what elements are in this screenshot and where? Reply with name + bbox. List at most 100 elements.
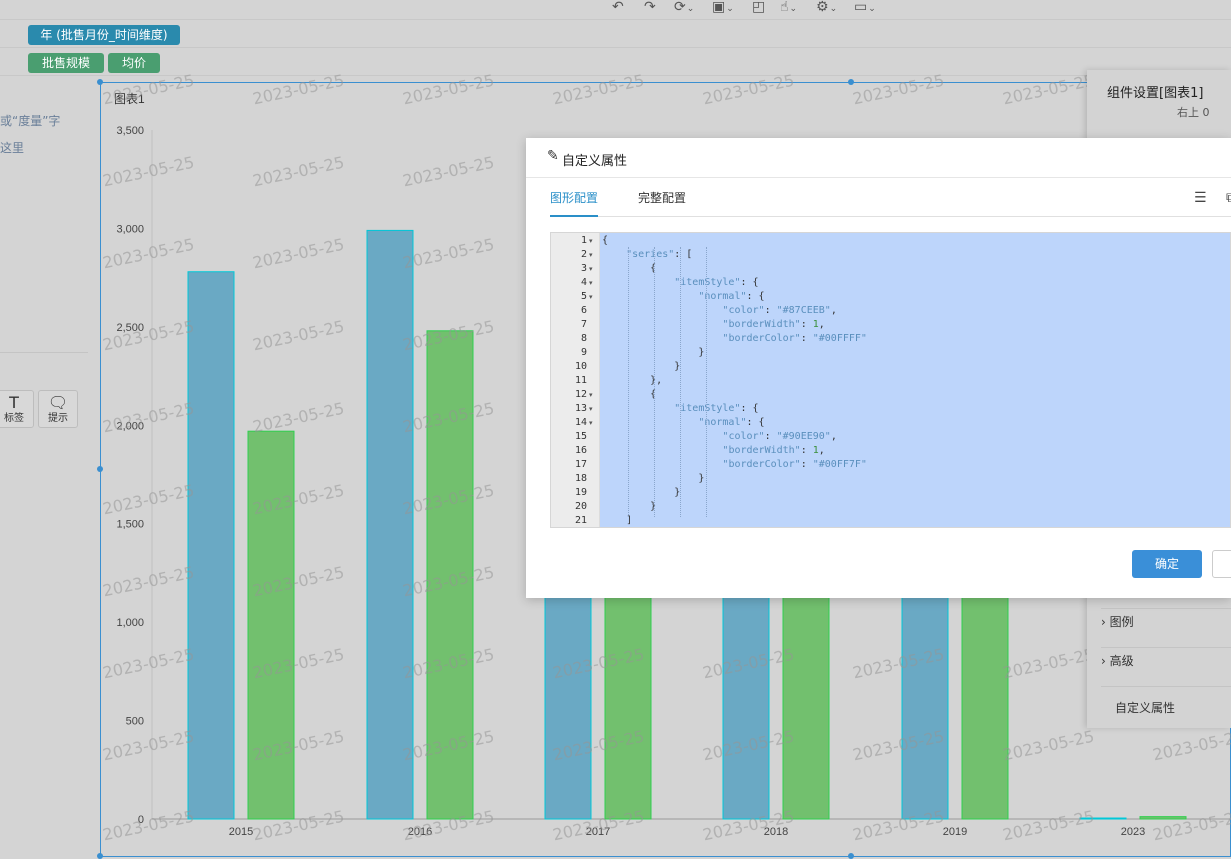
code-line: { <box>602 389 657 400</box>
fold-toggle-icon[interactable]: ▾ <box>589 251 593 259</box>
bar-2018-series-0[interactable] <box>722 596 770 820</box>
bar-2019-series-0[interactable] <box>901 596 949 820</box>
tab-graphic-config[interactable]: 图形配置 <box>550 190 599 217</box>
left-divider <box>0 352 88 353</box>
fold-toggle-icon[interactable]: ▾ <box>589 237 593 245</box>
code-line: "color": "#90EE90", <box>722 431 837 442</box>
resize-handle-left[interactable] <box>97 466 103 472</box>
line-number: 3 <box>580 263 587 274</box>
fold-toggle-icon[interactable]: ▾ <box>589 405 593 413</box>
code-line: "borderColor": "#00FF7F" <box>722 459 867 470</box>
format-icon[interactable]: ☰ <box>1194 190 1207 206</box>
fold-toggle-icon[interactable]: ▾ <box>589 419 593 427</box>
dialog-header: ✎ 自定义属性 <box>526 138 1231 178</box>
line-number: 13 <box>574 403 587 414</box>
line-number: 16 <box>574 445 587 456</box>
dialog-tabs: 图形配置 完整配置 <box>550 190 1231 217</box>
fold-toggle-icon[interactable]: ▾ <box>589 391 593 399</box>
fold-toggle-icon[interactable]: ▾ <box>589 293 593 301</box>
code-line: "itemStyle": { <box>674 277 759 288</box>
y-tick-label: 2,500 <box>116 322 144 334</box>
line-number: 5 <box>580 291 587 302</box>
x-tick-label: 2018 <box>764 826 788 838</box>
code-editor[interactable]: 1 ▾ 2 ▾ 3 ▾ 4 ▾ 5 ▾ 6 7 8 9 10 11 12 ▾ 13 ▾ 14 ▾ 15 16 17 18 19 20 2… <box>550 232 1231 528</box>
undo-icon[interactable]: ↶ <box>612 0 624 15</box>
text-icon: T <box>9 393 19 412</box>
line-number: 9 <box>580 347 587 358</box>
settings-custom-attr[interactable]: 自定义属性 <box>1101 686 1231 722</box>
y-tick-label: 3,000 <box>116 223 144 235</box>
edit-icon: ✎ <box>547 148 559 164</box>
refresh-icon[interactable]: ⟳⌄ <box>674 0 695 15</box>
line-number: 14 <box>574 417 587 428</box>
code-content[interactable]: { "series": [ { "itemStyle": { "normal":… <box>600 233 1230 527</box>
measure-field-pill-scale[interactable]: 批售规模 <box>28 53 104 73</box>
line-number: 17 <box>574 459 587 470</box>
top-toolbar: ↶ ↷ ⟳⌄ ▣⌄ ◰ ☝⌄ ⚙⌄ ▭⌄ <box>0 0 1231 20</box>
line-number: 1 <box>580 235 587 246</box>
y-tick-label: 3,500 <box>116 125 144 137</box>
bar-2017-series-1[interactable] <box>604 596 652 820</box>
bar-2023-series-1[interactable] <box>1139 816 1187 820</box>
code-line: ] <box>602 515 633 526</box>
settings-section-legend[interactable]: › 图例 <box>1101 608 1231 640</box>
save-icon[interactable]: ▣⌄ <box>712 0 734 15</box>
dimension-row: 年 (批售月份_时间维度) <box>0 21 1231 48</box>
indent-guide <box>706 247 707 517</box>
code-line: } <box>602 347 705 358</box>
line-number: 4 <box>580 277 587 288</box>
code-line: { <box>602 263 657 274</box>
bar-2016-series-1[interactable] <box>426 330 474 820</box>
dimension-field-pill[interactable]: 年 (批售月份_时间维度) <box>28 25 180 45</box>
tooltip-tool-button[interactable]: 🗨 提示 <box>38 390 78 428</box>
bar-2015-series-1[interactable] <box>247 430 295 820</box>
resize-handle-bottom[interactable] <box>848 853 854 859</box>
code-line: } <box>602 501 657 512</box>
settings-custom-attr-label: 自定义属性 <box>1115 701 1176 715</box>
code-line: }, <box>602 375 663 386</box>
bar-2015-series-0[interactable] <box>187 271 235 820</box>
resize-handle-top[interactable] <box>848 79 854 85</box>
indent-guide <box>654 247 655 517</box>
line-number: 15 <box>574 431 587 442</box>
settings-section-advanced[interactable]: › 高级 <box>1101 647 1231 679</box>
copy-icon[interactable]: ⧉ <box>1226 190 1231 206</box>
resize-handle-tl[interactable] <box>97 79 103 85</box>
tab-full-config[interactable]: 完整配置 <box>638 191 687 205</box>
line-number-gutter: 1 ▾ 2 ▾ 3 ▾ 4 ▾ 5 ▾ 6 7 8 9 10 11 12 ▾ 13 ▾ 14 ▾ 15 16 17 18 19 20 2… <box>551 233 600 527</box>
line-number: 20 <box>574 501 587 512</box>
line-number: 6 <box>580 305 587 316</box>
measure-field-pill-price[interactable]: 均价 <box>108 53 160 73</box>
y-tick-label: 500 <box>126 716 144 728</box>
bar-2019-series-1[interactable] <box>961 596 1009 820</box>
preview-icon[interactable]: ◰ <box>752 0 766 15</box>
bar-2023-series-0[interactable] <box>1079 817 1127 820</box>
x-tick-label: 2017 <box>586 826 610 838</box>
line-number: 2 <box>580 249 587 260</box>
line-number: 21 <box>574 515 587 526</box>
hand-icon[interactable]: ☝⌄ <box>780 0 798 15</box>
line-number: 10 <box>574 361 587 372</box>
bar-2017-series-0[interactable] <box>544 596 592 820</box>
indent-guide <box>680 247 681 517</box>
fold-toggle-icon[interactable]: ▾ <box>589 265 593 273</box>
resize-handle-bl[interactable] <box>97 853 103 859</box>
bar-2018-series-1[interactable] <box>782 596 830 820</box>
bar-2016-series-0[interactable] <box>366 229 414 820</box>
confirm-button[interactable]: 确定 <box>1132 550 1202 578</box>
display-icon[interactable]: ▭⌄ <box>854 0 876 15</box>
line-number: 11 <box>574 375 587 386</box>
fold-toggle-icon[interactable]: ▾ <box>589 279 593 287</box>
x-tick-label: 2016 <box>408 826 432 838</box>
label-tool-label: 标签 <box>4 413 24 424</box>
settings-icon[interactable]: ⚙⌄ <box>816 0 838 15</box>
label-tool-button[interactable]: T 标签 <box>0 390 34 428</box>
code-line: } <box>602 361 681 372</box>
cancel-button[interactable] <box>1212 550 1231 578</box>
redo-icon[interactable]: ↷ <box>644 0 656 15</box>
line-number: 12 <box>574 389 587 400</box>
chevron-right-icon: › <box>1101 654 1106 668</box>
code-line: "borderWidth": 1, <box>722 445 825 456</box>
x-tick-label: 2015 <box>229 826 253 838</box>
settings-section-legend-label: 图例 <box>1109 615 1134 629</box>
